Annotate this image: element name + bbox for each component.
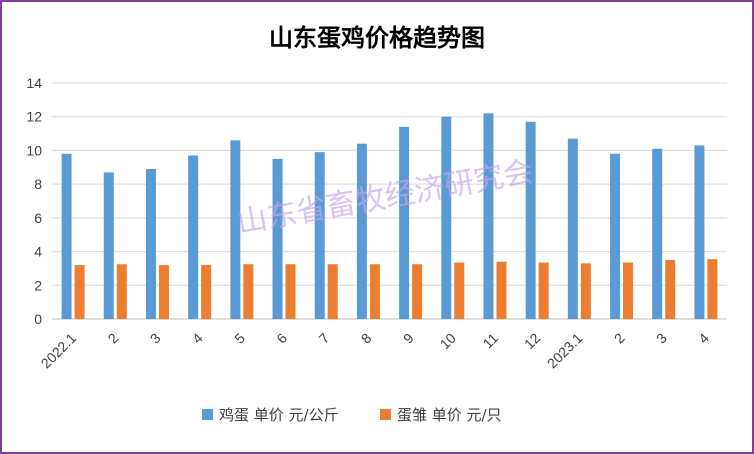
bar-egg-price: [652, 148, 663, 319]
x-tick-label: 7: [316, 330, 333, 347]
bar-egg-price: [272, 158, 283, 319]
legend-swatch: [380, 409, 391, 420]
x-tick-labels: 2022.1 2 3 4 5 6 7 8 9 10 11 12 2023.1 2 3 4: [38, 330, 713, 372]
x-tick-label: 3: [147, 330, 164, 347]
x-tick-label: 2023.1: [544, 330, 586, 372]
y-tick-label: 6: [34, 210, 42, 226]
bar-chick-price: [201, 265, 212, 319]
x-tick-label: 2: [105, 330, 122, 347]
legend-label: 鸡蛋 单价 元/公斤: [219, 406, 339, 424]
x-tick-label: 4: [695, 330, 712, 347]
bar-egg-price: [188, 155, 199, 319]
bar-egg-price: [694, 145, 705, 319]
y-tick-label: 0: [34, 311, 42, 327]
bar-chick-price: [580, 263, 591, 319]
bar-chick-price: [454, 262, 465, 319]
x-tick-label: 9: [400, 330, 417, 347]
legend: 鸡蛋 单价 元/公斤 蛋雏 单价 元/只: [202, 406, 502, 424]
legend-label: 蛋雏 单价 元/只: [397, 406, 502, 424]
bar-chick-price: [496, 261, 507, 319]
bar-egg-price: [314, 152, 325, 319]
bar-chick-price: [158, 265, 169, 319]
bar-chick-price: [74, 265, 85, 319]
x-tick-label: 6: [273, 330, 290, 347]
bar-egg-price: [441, 116, 452, 319]
bar-egg-price: [230, 140, 241, 319]
bars-layer: [61, 113, 718, 320]
y-tick-label: 14: [26, 75, 42, 91]
x-tick-label: 4: [189, 330, 206, 347]
bar-egg-price: [483, 113, 494, 319]
bar-chick-price: [116, 264, 127, 319]
y-tick-label: 8: [34, 176, 42, 192]
y-tick-label: 2: [34, 277, 42, 293]
x-tick-label: 8: [358, 330, 375, 347]
bar-chick-price: [707, 259, 718, 319]
bar-chick-price: [623, 262, 634, 319]
x-tick-label: 3: [653, 330, 670, 347]
bar-chick-price: [369, 264, 380, 319]
chart-title: 山东蛋鸡价格趋势图: [269, 24, 485, 52]
bar-egg-price: [399, 126, 410, 319]
bar-chick-price: [327, 264, 338, 319]
bar-egg-price: [567, 138, 578, 319]
y-tick-label: 4: [34, 244, 42, 260]
y-tick-label: 12: [26, 109, 42, 125]
bar-chick-price: [243, 264, 254, 319]
bar-chick-price: [285, 264, 296, 319]
bar-chick-price: [412, 264, 423, 319]
grid-layer: 0 2 4 6 8 10 12 14: [26, 75, 727, 327]
bar-egg-price: [525, 121, 536, 320]
bar-chick-price: [665, 260, 676, 319]
x-tick-label: 5: [231, 330, 248, 347]
y-tick-label: 10: [26, 142, 42, 158]
bar-egg-price: [145, 168, 156, 319]
x-tick-label: 12: [521, 330, 543, 352]
bar-chick-price: [538, 262, 549, 319]
x-tick-label: 2022.1: [38, 330, 80, 372]
x-tick-label: 10: [437, 330, 459, 352]
legend-swatch: [202, 409, 213, 420]
x-tick-label: 2: [611, 330, 628, 347]
x-tick-label: 11: [479, 330, 501, 352]
bar-egg-price: [610, 153, 621, 319]
bar-egg-price: [61, 153, 72, 319]
bar-egg-price: [103, 172, 114, 319]
bar-egg-price: [356, 143, 367, 319]
